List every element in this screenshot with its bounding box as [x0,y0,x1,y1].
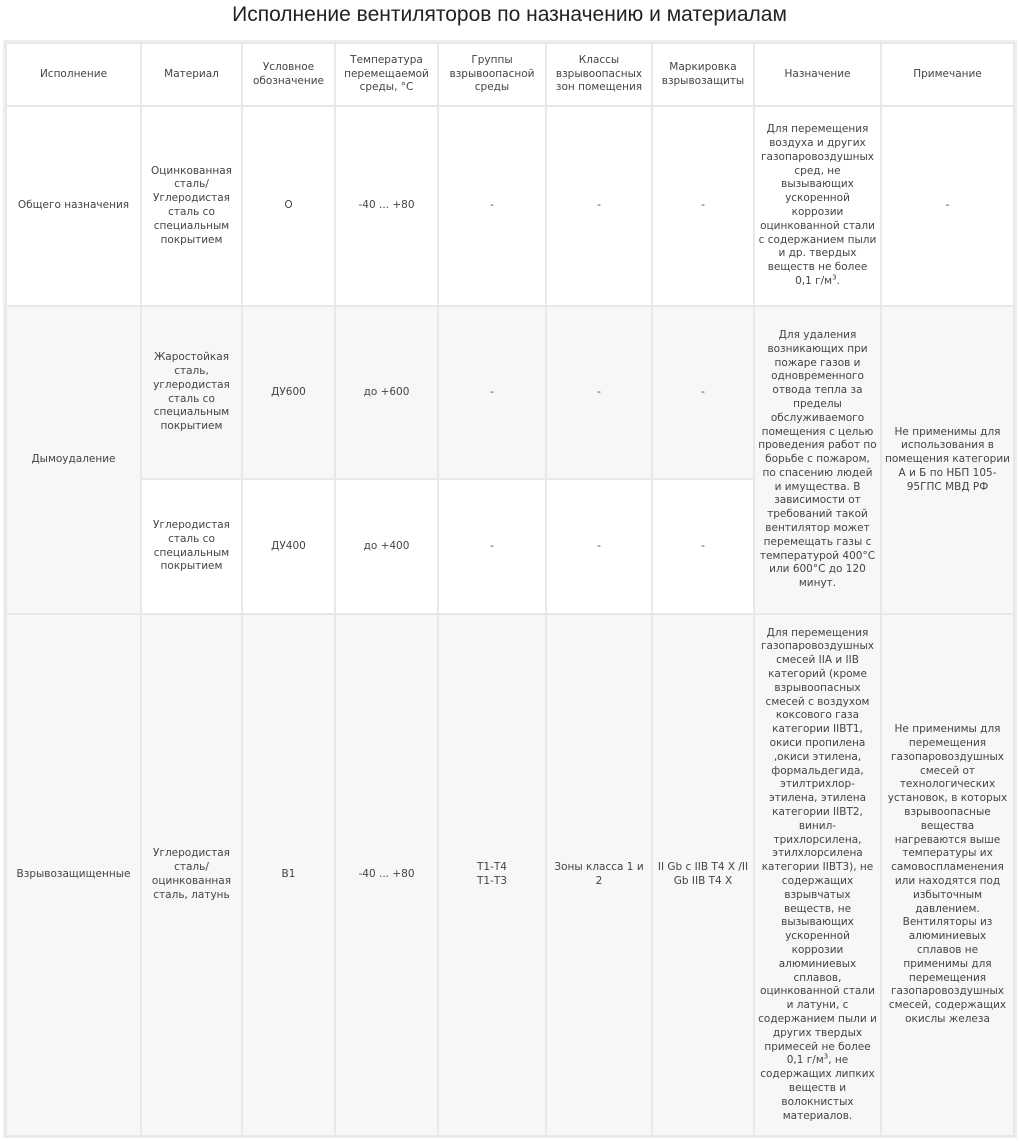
table-container: Исполнение Материал Условное обозначение… [3,40,1017,1138]
cell-temperature: -40 ... +80 [334,105,439,307]
header-temperature: Температура перемещаемой среды, °С [334,42,439,107]
cell-marking: II Gb c IIB T4 X /II Gb IIB T4 X [651,613,755,1137]
cell-temperature: до +400 [334,478,439,615]
cell-zones: - [545,105,653,307]
table-row: Общего назначения Оцинкованная сталь/ Уг… [5,105,1015,307]
purpose-text-end: , не содержащих липких веществ и волокни… [760,1054,875,1122]
group-line: Т1-Т4 [477,861,507,874]
cell-designation: О [241,105,336,307]
header-note: Примечание [880,42,1015,107]
header-designation: Условное обозначение [241,42,336,107]
header-row: Исполнение Материал Условное обозначение… [5,42,1015,107]
header-material: Материал [140,42,243,107]
purpose-text-end: . [836,274,840,287]
table-row: Дымоудаление Жаростойкая сталь, углероди… [5,305,1015,615]
cell-temperature: до +600 [334,305,439,480]
header-purpose: Назначение [753,42,882,107]
cell-purpose: Для перемещения воздуха и других газопар… [753,105,882,307]
superscript: 3 [832,273,837,282]
cell-marking: - [651,305,755,480]
header-zones: Классы взрывоопасных зон помещения [545,42,653,107]
purpose-text: Для перемещения газопаровоздушных смесей… [758,626,877,1067]
table-row: Углеродистая сталь со специальным покрыт… [6,478,1014,615]
fan-execution-table: Исполнение Материал Условное обозначение… [5,42,1015,1137]
cell-note: Не применимы для перемещения газопаровоз… [880,613,1015,1137]
cell-designation: ДУ400 [241,478,336,615]
cell-execution: Дымоудаление [5,305,142,615]
cell-purpose: Для перемещения газопаровоздушных смесей… [753,613,882,1137]
cell-material: Углеродистая сталь со специальным покрыт… [140,478,243,615]
group-line: Т1-Т3 [477,875,507,887]
cell-material: Жаростойкая сталь, углеродистая сталь со… [140,305,243,480]
cell-groups: - [437,478,547,615]
cell-material: Оцинкованная сталь/ Углеродистая сталь с… [140,105,243,307]
header-execution: Исполнение [5,42,142,107]
cell-designation: ДУ600 [241,305,336,480]
purpose-text: Для перемещения воздуха и других газопар… [758,123,877,287]
superscript: 3 [823,1052,829,1061]
page-title: Исполнение вентиляторов по назначению и … [232,3,787,26]
cell-note: Не применимы для использования в помещен… [880,305,1015,615]
cell-execution: Взрывозащищенные [5,613,142,1137]
cell-marking: - [651,105,755,307]
cell-zones: - [545,305,653,480]
cell-temperature: -40 ... +80 [334,613,439,1137]
table-row: Взрывозащищенные Углеродистая сталь/ оци… [5,613,1015,1137]
cell-groups: - [437,305,547,480]
cell-marking: - [651,478,755,615]
cell-designation: В1 [241,613,336,1137]
cell-purpose: Для удаления возникающих при пожаре газо… [753,305,882,615]
cell-material: Углеродистая сталь/ оцинкованная сталь, … [140,613,243,1137]
cell-note: - [880,105,1015,307]
cell-groups: - [437,105,547,307]
cell-zones: - [545,478,653,615]
cell-groups: Т1-Т4 Т1-Т3 [437,613,547,1137]
cell-zones: Зоны класса 1 и 2 [545,613,653,1137]
header-marking: Маркировка взрывозащиты [651,42,755,107]
cell-execution: Общего назначения [5,105,142,307]
header-groups: Группы взрывоопасной среды [437,42,547,107]
